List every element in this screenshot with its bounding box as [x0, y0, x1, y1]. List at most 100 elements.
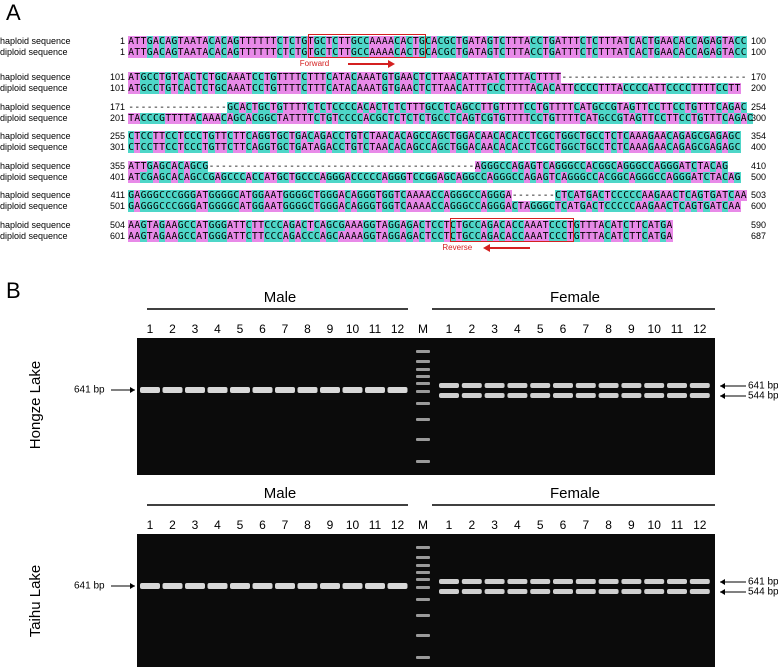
base: T	[319, 72, 326, 83]
base: C	[623, 201, 630, 213]
base: G	[567, 160, 574, 172]
base: C	[604, 101, 611, 113]
base: T	[301, 101, 308, 113]
base: -	[468, 160, 475, 172]
base: T	[196, 36, 203, 47]
base: T	[233, 231, 240, 242]
base: G	[171, 36, 178, 47]
lane-label: 12	[693, 518, 707, 532]
base: G	[214, 72, 221, 83]
base: G	[350, 47, 357, 58]
base: C	[468, 220, 475, 231]
base: G	[493, 201, 500, 213]
base: G	[140, 190, 147, 202]
base: G	[140, 231, 147, 242]
base: A	[728, 171, 735, 183]
base: G	[647, 201, 654, 213]
base: A	[319, 231, 326, 242]
base: G	[165, 72, 172, 83]
base: G	[486, 220, 494, 231]
base: T	[554, 142, 562, 154]
base: T	[567, 36, 574, 47]
lane-label: 1	[446, 322, 453, 336]
base: C	[598, 101, 605, 113]
base: C	[307, 231, 314, 242]
base: T	[672, 112, 679, 124]
base: A	[381, 36, 388, 47]
base: G	[177, 231, 184, 242]
lane-label: 2	[169, 518, 176, 532]
base: -	[511, 190, 518, 202]
base: T	[511, 101, 518, 113]
base: A	[239, 101, 246, 113]
base: C	[437, 220, 444, 231]
base: C	[177, 160, 184, 172]
base: T	[152, 142, 159, 154]
base: G	[326, 171, 333, 183]
base: G	[381, 72, 388, 83]
base: C	[592, 131, 599, 143]
lane-label: 4	[514, 518, 521, 532]
base: A	[449, 72, 456, 83]
sequence-name: haploid sequence	[0, 72, 71, 82]
base: G	[183, 201, 190, 213]
base: G	[709, 190, 716, 202]
base: G	[505, 171, 512, 183]
base: G	[381, 201, 388, 213]
base: A	[301, 131, 308, 143]
base: A	[524, 201, 531, 213]
base: T	[270, 131, 277, 143]
base: G	[455, 190, 463, 202]
lane-label: 5	[237, 322, 244, 336]
base: C	[394, 112, 401, 124]
base: G	[431, 112, 438, 124]
base: C	[579, 36, 586, 47]
band	[507, 383, 528, 388]
base: G	[220, 190, 227, 202]
base: C	[468, 231, 475, 242]
base: T	[400, 112, 407, 124]
base: G	[257, 201, 265, 213]
lane-label: 5	[537, 518, 544, 532]
base: G	[585, 190, 593, 202]
band	[575, 383, 596, 388]
base: C	[183, 220, 190, 231]
base: -	[295, 160, 302, 172]
ladder-band	[416, 382, 430, 385]
marker-arrow-head	[720, 579, 725, 585]
base: C	[369, 171, 376, 183]
band	[484, 589, 505, 594]
base: T	[709, 112, 716, 124]
base: A	[171, 160, 178, 172]
base: A	[728, 201, 735, 213]
base: -	[221, 160, 227, 172]
primer-box	[450, 218, 575, 242]
base: G	[703, 47, 710, 58]
base: A	[313, 131, 320, 143]
base: T	[585, 101, 593, 113]
base: -	[722, 72, 728, 83]
base: T	[511, 83, 518, 94]
base: T	[530, 131, 537, 143]
base: C	[425, 83, 432, 94]
base: C	[641, 220, 648, 231]
base: C	[548, 220, 555, 231]
band	[598, 579, 619, 584]
base: G	[691, 131, 698, 143]
base: C	[474, 201, 481, 213]
base: C	[196, 131, 203, 143]
base: C	[641, 47, 648, 58]
base: G	[264, 112, 271, 124]
band	[507, 579, 528, 584]
base: T	[455, 231, 463, 242]
base: G	[387, 190, 395, 202]
base: T	[635, 220, 642, 231]
base: C	[344, 101, 351, 113]
base: -	[406, 160, 413, 172]
base: C	[641, 36, 648, 47]
base: A	[505, 231, 512, 242]
base: C	[233, 171, 240, 183]
lane-label: 6	[259, 518, 266, 532]
base: A	[480, 190, 487, 202]
base: -	[344, 160, 351, 172]
